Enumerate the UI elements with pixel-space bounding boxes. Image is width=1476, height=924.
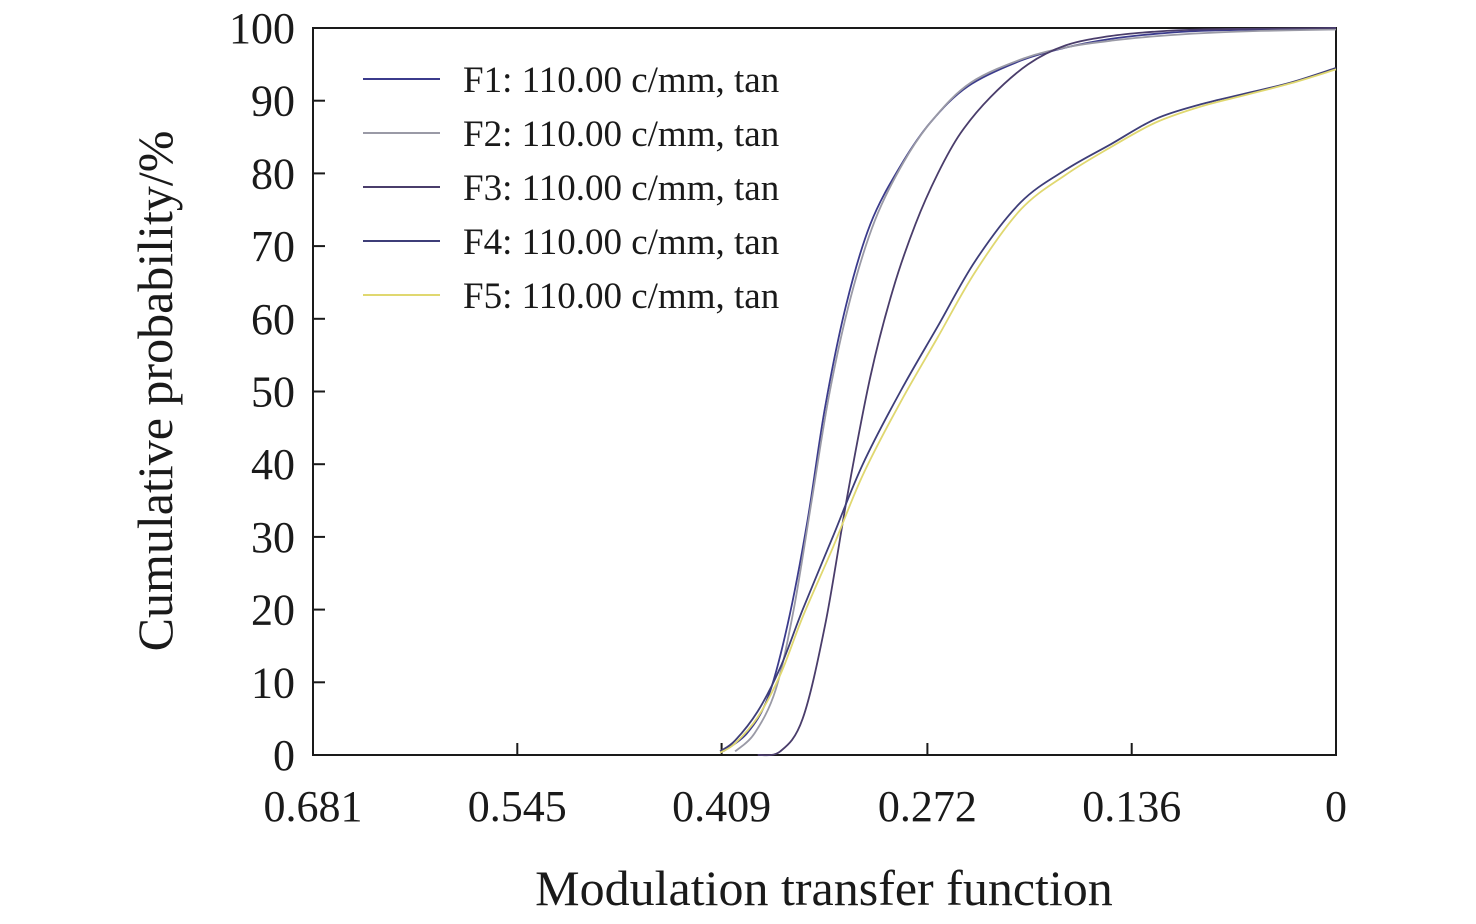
x-axis-title: Modulation transfer function xyxy=(535,860,1113,916)
legend-label-f4: F4: 110.00 c/mm, tan xyxy=(463,222,779,263)
legend: F1: 110.00 c/mm, tan F2: 110.00 c/mm, tan… xyxy=(363,60,779,317)
legend-label-f3: F3: 110.00 c/mm, tan xyxy=(463,168,779,209)
y-tick-label: 40 xyxy=(251,440,295,489)
y-tick-label: 50 xyxy=(251,368,295,417)
x-axis-ticks: 0.681 0.545 0.409 0.272 0.136 0 xyxy=(264,743,1347,831)
series-line-f5 xyxy=(719,68,1337,754)
y-tick-label: 60 xyxy=(251,295,295,344)
series-line-f1 xyxy=(722,27,1337,753)
y-tick-label: 0 xyxy=(273,731,295,780)
y-axis-ticks: 0 10 20 30 40 50 60 70 80 90 100 xyxy=(229,4,325,780)
series-lines xyxy=(719,27,1337,757)
legend-label-f2: F2: 110.00 c/mm, tan xyxy=(463,114,779,155)
legend-label-f1: F1: 110.00 c/mm, tan xyxy=(463,60,779,101)
x-tick-label: 0.136 xyxy=(1082,782,1181,831)
series-line-f2 xyxy=(734,28,1337,753)
y-tick-label: 100 xyxy=(229,4,295,53)
x-tick-label: 0.409 xyxy=(672,782,771,831)
x-tick-label: 0.681 xyxy=(264,782,363,831)
series-line-f3 xyxy=(757,27,1337,757)
y-axis-title: Cumulative probability/% xyxy=(127,131,183,652)
legend-label-f5: F5: 110.00 c/mm, tan xyxy=(463,276,779,317)
y-tick-label: 90 xyxy=(251,77,295,126)
x-tick-label: 0 xyxy=(1325,782,1347,831)
y-tick-label: 10 xyxy=(251,658,295,707)
x-tick-label: 0.272 xyxy=(878,782,977,831)
y-tick-label: 30 xyxy=(251,513,295,562)
y-tick-label: 70 xyxy=(251,222,295,271)
y-tick-label: 20 xyxy=(251,586,295,635)
x-tick-label: 0.545 xyxy=(468,782,567,831)
y-tick-label: 80 xyxy=(251,149,295,198)
series-line-f4 xyxy=(719,67,1337,753)
